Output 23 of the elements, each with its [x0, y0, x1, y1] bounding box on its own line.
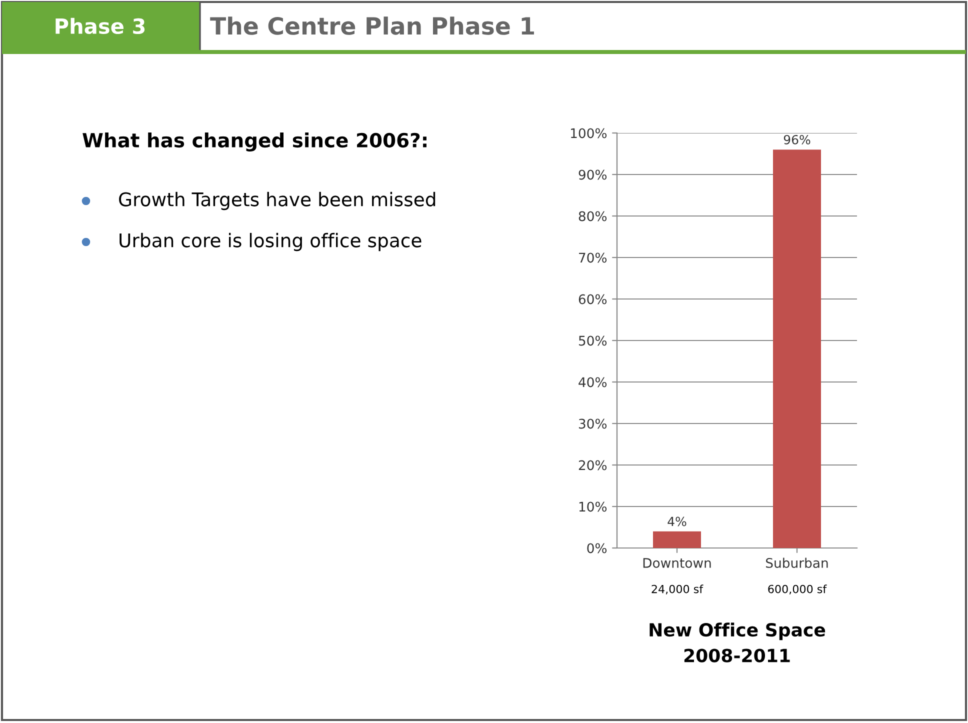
- y-tick-label: 0%: [587, 543, 607, 554]
- y-tick-label: 50%: [578, 336, 607, 346]
- text: The Centre Plan Phase 1: [210, 16, 534, 35]
- y-tick-label: 30%: [578, 418, 607, 429]
- data-label: 4%: [668, 516, 686, 526]
- text: 24,000 sf: [652, 584, 704, 594]
- y-tick-label: 10%: [579, 502, 607, 512]
- text: New Office Space 2008-2011: [650, 622, 826, 662]
- y-tick-label: 20%: [578, 460, 607, 470]
- text: Growth Targets have been missed: [119, 192, 436, 210]
- x-tick-label: Suburban: [766, 558, 828, 568]
- y-tick-label: 60%: [578, 294, 607, 304]
- text: 600,000 sf: [768, 584, 827, 594]
- text: Urban core is losing office space: [120, 232, 422, 252]
- text: Phase 3: [56, 18, 145, 34]
- y-tick-label: 80%: [578, 211, 607, 222]
- data-label: 96%: [784, 134, 810, 144]
- y-tick-label: 100%: [571, 128, 607, 138]
- y-tick-label: 70%: [579, 252, 607, 263]
- y-tick-label: 90%: [578, 170, 607, 180]
- x-tick-label: Downtown: [643, 558, 711, 568]
- y-tick-label: 40%: [578, 377, 607, 388]
- text: What has changed since 2006?:: [82, 132, 426, 152]
